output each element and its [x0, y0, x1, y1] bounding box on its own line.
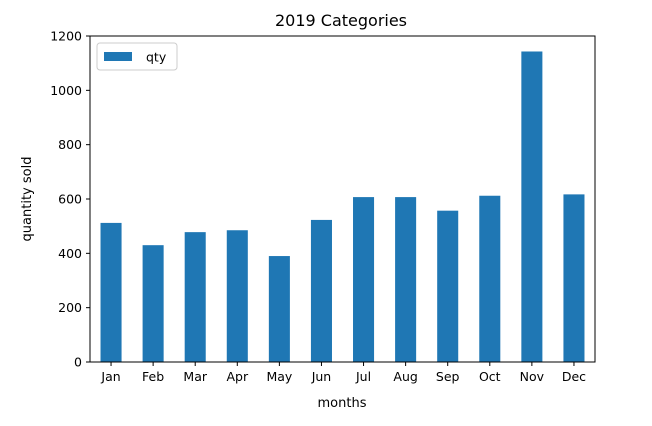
bar-oct — [479, 195, 501, 362]
bar-mar — [184, 232, 206, 362]
bar-sep — [437, 210, 459, 362]
y-tick-label: 400 — [58, 246, 82, 261]
x-tick-label: Jun — [311, 369, 332, 384]
bar-jul — [353, 197, 375, 362]
x-tick-label: Feb — [142, 369, 164, 384]
x-axis-label: months — [318, 396, 367, 411]
x-axis-ticks: Jan Feb Mar Apr May Jun Jul Aug Sep Oct Nov Dec — [100, 362, 586, 384]
bar-may — [268, 256, 290, 362]
x-tick-label: Nov — [520, 369, 545, 384]
legend-swatch — [104, 52, 132, 61]
y-axis-label: quantity sold — [20, 157, 35, 242]
bar-apr — [226, 230, 248, 362]
y-tick-label: 1000 — [50, 83, 82, 98]
bar-jan — [100, 222, 122, 362]
x-tick-label: Jul — [355, 369, 371, 384]
y-tick-label: 200 — [58, 300, 82, 315]
bar-dec — [563, 194, 585, 362]
bar-feb — [142, 245, 164, 362]
x-tick-label: Mar — [183, 369, 207, 384]
x-tick-label: Jan — [100, 369, 120, 384]
x-tick-label: May — [266, 369, 292, 384]
x-tick-label: Sep — [436, 369, 460, 384]
bar-aug — [395, 197, 417, 362]
legend-box — [96, 42, 178, 71]
y-tick-label: 0 — [74, 355, 82, 370]
bar-nov — [521, 51, 543, 363]
y-tick-label: 600 — [58, 192, 82, 207]
bars-group — [100, 51, 585, 363]
plot-frame — [89, 35, 596, 363]
legend: qty — [96, 42, 178, 71]
x-tick-label: Apr — [226, 369, 248, 384]
y-tick-label: 1200 — [50, 29, 82, 44]
y-tick-label: 800 — [58, 137, 82, 152]
x-tick-label: Aug — [393, 369, 417, 384]
y-axis-ticks: 0 200 400 600 800 1000 1200 — [50, 29, 90, 370]
x-tick-label: Oct — [479, 369, 501, 384]
chart-title: 2019 Categories — [275, 11, 407, 30]
legend-label: qty — [146, 50, 167, 65]
x-tick-label: Dec — [562, 369, 586, 384]
bar-jun — [310, 219, 332, 362]
